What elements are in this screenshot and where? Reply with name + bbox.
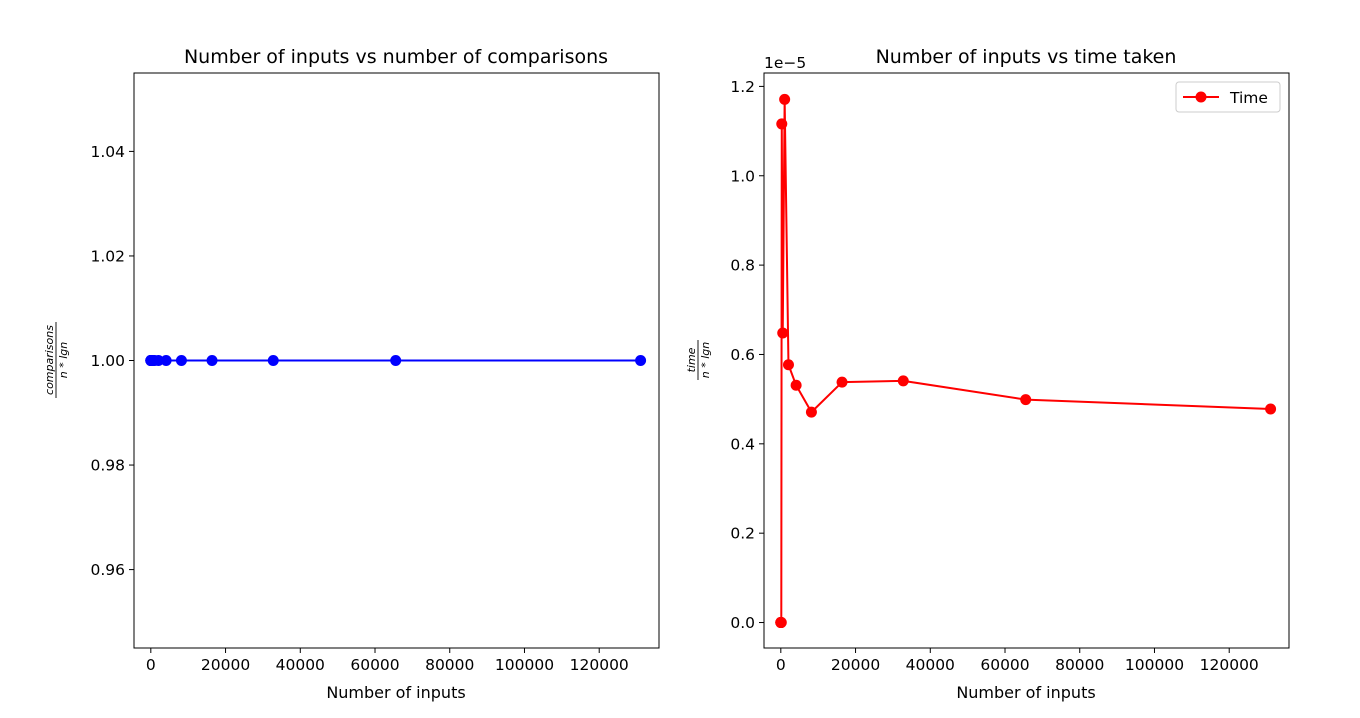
data-point [206,355,218,366]
y-tick-label: 1.0 [730,167,755,185]
time-chart-legend: Time [1175,81,1281,113]
y-tick-label: 0.6 [730,346,755,364]
legend-marker-swatch [1195,91,1207,103]
comparisons-chart-plot-area [145,355,647,366]
data-point [805,406,817,418]
data-point [267,355,279,366]
data-point [897,375,909,387]
x-tick-label: 20000 [831,656,880,674]
data-point [790,379,802,391]
data-point [635,355,647,366]
comparisons-chart: Number of inputs vs number of comparison… [43,46,660,702]
x-tick-label: 60000 [350,656,399,674]
data-point [160,355,172,366]
y-tick-label: 1.00 [90,352,125,370]
time-chart-title: Number of inputs vs time taken [876,46,1177,68]
comparisons-chart-y-label-denominator: n * lgn [57,342,70,379]
time-chart-y-axis-label: time n * lgn [685,340,712,380]
data-point [1265,403,1277,415]
y-tick-label: 1.2 [730,78,755,96]
time-chart-y-label-numerator: time [685,347,698,372]
data-point [775,617,787,629]
x-tick-label: 100000 [495,656,554,674]
y-tick-label: 0.98 [90,457,125,475]
data-point [779,93,791,105]
x-tick-label: 120000 [1200,656,1259,674]
x-tick-label: 80000 [425,656,474,674]
y-tick-label: 0.8 [730,257,755,275]
legend-entry-time: Time [1229,89,1268,107]
time-chart-x-ticks: 0 20000 40000 60000 80000 100000 120000 [776,648,1259,674]
y-tick-label: 0.2 [730,525,755,543]
comparisons-chart-x-ticks: 0 20000 40000 60000 80000 100000 120000 [146,648,629,674]
data-point [390,355,402,366]
x-tick-label: 100000 [1125,656,1184,674]
y-tick-label: 1.02 [90,247,125,265]
series-line [779,98,1271,624]
x-tick-label: 40000 [906,656,955,674]
x-tick-label: 0 [776,656,786,674]
time-chart-frame [763,72,1290,649]
time-chart-plot-area [775,93,1277,629]
time-chart-offset-text: 1e−5 [764,54,806,72]
comparisons-chart-frame [133,72,660,649]
comparisons-chart-x-axis-label: Number of inputs [326,683,465,702]
time-chart-y-label-denominator: n * lgn [699,342,712,379]
data-point [782,359,794,371]
y-tick-label: 0.0 [730,614,755,632]
comparisons-chart-y-label-numerator: comparisons [43,325,56,395]
x-tick-label: 0 [146,656,156,674]
comparisons-chart-title: Number of inputs vs number of comparison… [184,46,608,68]
data-point [777,327,789,339]
x-tick-label: 80000 [1055,656,1104,674]
time-chart: Number of inputs vs time taken 1e−5 0.00… [685,46,1290,702]
x-tick-label: 20000 [201,656,250,674]
data-point [1020,394,1032,406]
comparisons-chart-y-ticks: 0.96 0.98 1.00 1.02 1.04 [90,143,134,579]
data-point [152,355,164,366]
y-tick-label: 0.4 [730,435,755,453]
data-point [836,376,848,388]
time-chart-x-axis-label: Number of inputs [956,683,1095,702]
y-tick-label: 0.96 [90,561,125,579]
x-tick-label: 40000 [276,656,325,674]
data-point [776,118,788,130]
time-chart-y-ticks: 0.0 0.2 0.4 0.6 0.8 1.0 1.2 [730,78,764,632]
x-tick-label: 120000 [570,656,629,674]
data-point [175,355,187,366]
comparisons-chart-y-axis-label: comparisons n * lgn [43,322,70,398]
x-tick-label: 60000 [980,656,1029,674]
y-tick-label: 1.04 [90,143,125,161]
legend-box [1175,81,1281,113]
